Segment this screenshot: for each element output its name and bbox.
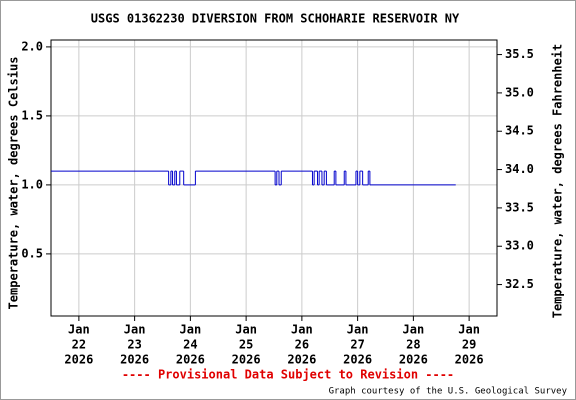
y2-axis-label: Temperature, water, degrees Fahrenheit — [551, 44, 565, 319]
provisional-note: ---- Provisional Data Subject to Revisio… — [122, 368, 454, 382]
x-tick-label: Jan — [291, 323, 313, 337]
x-tick-label: Jan — [235, 323, 257, 337]
x-tick-label: 2026 — [287, 353, 316, 367]
y-axis-label: Temperature, water, degrees Celsius — [7, 57, 21, 310]
x-tick-label: 2026 — [343, 353, 372, 367]
y2-tick-label: 34.5 — [505, 124, 534, 138]
x-tick-label: 24 — [183, 338, 197, 352]
y2-tick-label: 32.5 — [505, 277, 534, 291]
x-tick-label: Jan — [180, 323, 202, 337]
x-tick-label: 2026 — [232, 353, 261, 367]
x-tick-label: 25 — [239, 338, 253, 352]
x-tick-label: 2026 — [455, 353, 484, 367]
y2-tick-label: 35.5 — [505, 47, 534, 61]
y2-tick-label: 33.0 — [505, 239, 534, 253]
y-tick-label: 1.5 — [21, 108, 43, 122]
y-tick-label: 2.0 — [21, 39, 43, 53]
x-tick-label: 2026 — [399, 353, 428, 367]
y-tick-label: 1.0 — [21, 177, 43, 191]
x-tick-label: Jan — [403, 323, 425, 337]
x-tick-label: Jan — [458, 323, 480, 337]
x-tick-label: 28 — [406, 338, 420, 352]
x-tick-label: 2026 — [120, 353, 149, 367]
x-tick-label: 27 — [350, 338, 364, 352]
x-tick-label: 23 — [127, 338, 141, 352]
y-tick-label: 0.5 — [21, 246, 43, 260]
x-tick-label: Jan — [68, 323, 90, 337]
x-tick-label: 2026 — [64, 353, 93, 367]
x-tick-label: 2026 — [176, 353, 205, 367]
x-tick-label: 26 — [295, 338, 309, 352]
y2-tick-label: 34.0 — [505, 162, 534, 176]
chart-title: USGS 01362230 DIVERSION FROM SCHOHARIE R… — [91, 12, 460, 26]
y2-tick-label: 35.0 — [505, 85, 534, 99]
x-tick-label: 29 — [462, 338, 476, 352]
x-tick-label: Jan — [124, 323, 146, 337]
y2-tick-label: 33.5 — [505, 200, 534, 214]
plot-frame — [50, 39, 498, 317]
credit: Graph courtesy of the U.S. Geological Su… — [329, 387, 568, 397]
x-tick-label: Jan — [347, 323, 369, 337]
x-tick-label: 22 — [72, 338, 86, 352]
